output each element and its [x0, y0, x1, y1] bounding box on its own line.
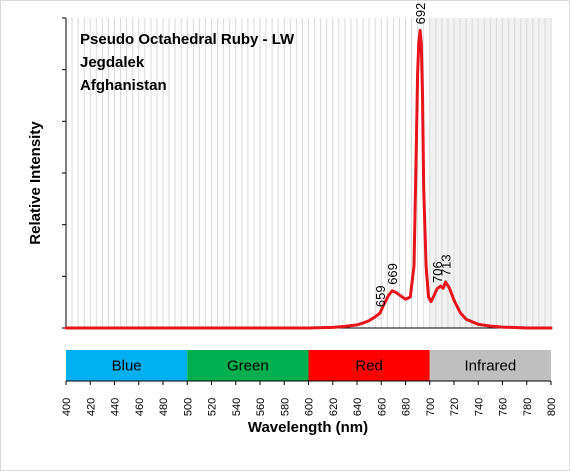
x-tick-label: 700: [425, 398, 437, 416]
chart-title-line-3: Afghanistan: [80, 77, 167, 94]
band-label: Red: [355, 358, 383, 375]
x-tick-label: 600: [304, 398, 316, 416]
band-green: [187, 350, 309, 381]
x-tick-label: 420: [85, 398, 97, 416]
x-tick-label: 720: [449, 398, 461, 416]
x-tick-label: 520: [207, 398, 219, 416]
peak-label-659: 659: [373, 285, 388, 307]
x-tick-label: 680: [401, 398, 413, 416]
x-tick-label: 460: [134, 398, 146, 416]
x-tick-label: 480: [158, 398, 170, 416]
x-axis-ticks: 400 420 440 460 480 500 520 540 560 580 600 620 640 6…: [61, 381, 558, 416]
spectrum-line: [64, 28, 553, 330]
y-axis-label: Relative Intensity: [27, 121, 44, 245]
y-axis-ticks: [62, 17, 66, 329]
x-axis-label: Wavelength (nm): [248, 419, 368, 436]
x-tick-label: 500: [182, 398, 194, 416]
x-tick-label: 800: [546, 398, 558, 416]
x-tick-label: 760: [498, 398, 510, 416]
x-tick-label: 780: [522, 398, 534, 416]
x-tick-label: 560: [255, 398, 267, 416]
x-tick-label: 660: [376, 398, 388, 416]
grid-lines: [71, 18, 552, 328]
x-tick-label: 400: [61, 398, 73, 416]
peak-label-713: 713: [439, 254, 454, 276]
band-blue: [66, 350, 188, 381]
color-bands: Blue Green Red Infrared: [66, 350, 551, 382]
band-red: [308, 350, 430, 381]
band-label: Green: [227, 358, 269, 375]
series-layer: [64, 28, 553, 330]
band-infrared: [429, 350, 551, 381]
x-tick-label: 640: [352, 398, 364, 416]
x-tick-label: 620: [328, 398, 340, 416]
x-tick-label: 540: [231, 398, 243, 416]
peak-label-706: 706: [430, 261, 445, 283]
chart-title-line-1: Pseudo Octahedral Ruby - LW: [80, 31, 295, 48]
peak-label-692: 692: [413, 3, 428, 25]
peak-label-669: 669: [385, 263, 400, 285]
band-label: Blue: [112, 358, 142, 375]
chart-title-line-2: Jegdalek: [80, 54, 145, 71]
x-tick-label: 740: [473, 398, 485, 416]
x-tick-label: 580: [279, 398, 291, 416]
band-label: Infrared: [465, 358, 517, 375]
x-tick-label: 440: [110, 398, 122, 416]
